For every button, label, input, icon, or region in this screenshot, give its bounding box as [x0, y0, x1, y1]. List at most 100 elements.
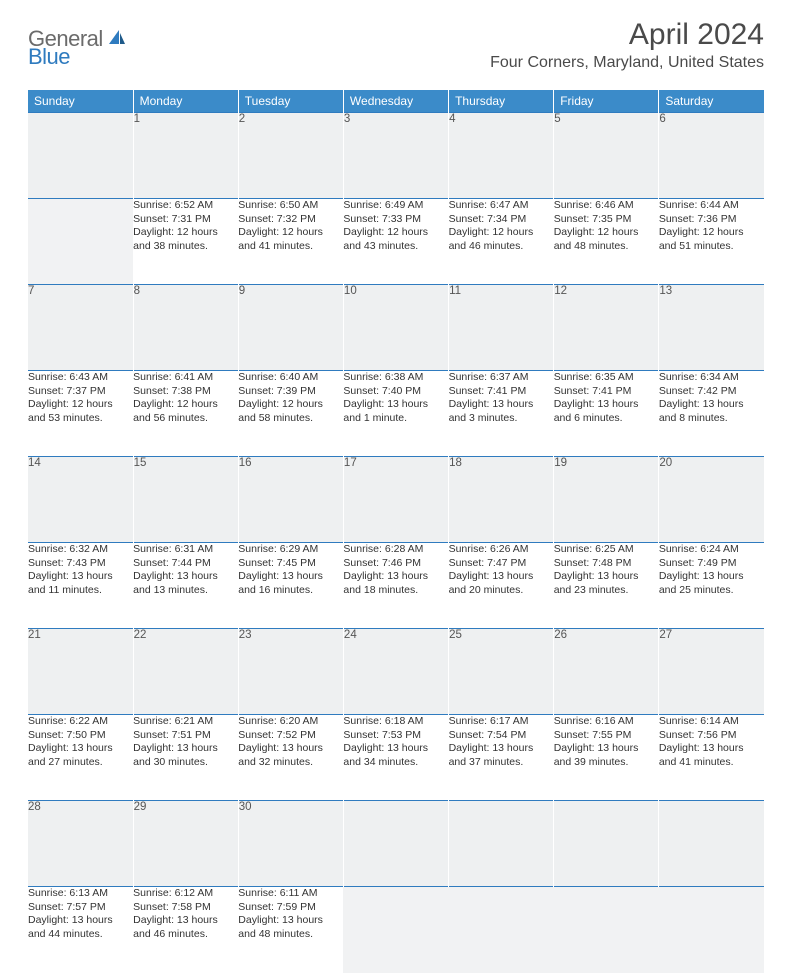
day-number-cell: 6: [659, 113, 764, 199]
day-number-cell: 20: [659, 457, 764, 543]
daylight-line-2: and 27 minutes.: [28, 756, 133, 770]
header: General April 2024 Four Corners, Marylan…: [28, 18, 764, 72]
sunrise-line: Sunrise: 6:25 AM: [554, 543, 659, 557]
daylight-line-1: Daylight: 13 hours: [133, 570, 238, 584]
daylight-line-1: Daylight: 13 hours: [238, 742, 343, 756]
sunset-line: Sunset: 7:46 PM: [343, 557, 448, 571]
day-number-cell: 22: [133, 629, 238, 715]
logo-sail-icon: [107, 28, 127, 51]
daylight-line-1: Daylight: 12 hours: [238, 398, 343, 412]
sunrise-line: Sunrise: 6:49 AM: [343, 199, 448, 213]
daylight-line-1: Daylight: 12 hours: [449, 226, 554, 240]
daylight-line-2: and 44 minutes.: [28, 928, 133, 942]
day-content-cell: Sunrise: 6:47 AMSunset: 7:34 PMDaylight:…: [449, 199, 554, 285]
day-content-cell: Sunrise: 6:52 AMSunset: 7:31 PMDaylight:…: [133, 199, 238, 285]
day-number-cell: 24: [343, 629, 448, 715]
sunset-line: Sunset: 7:50 PM: [28, 729, 133, 743]
sunset-line: Sunset: 7:36 PM: [659, 213, 764, 227]
day-number-cell: 28: [28, 801, 133, 887]
daylight-line-2: and 11 minutes.: [28, 584, 133, 598]
daylight-line-2: and 53 minutes.: [28, 412, 133, 426]
sunset-line: Sunset: 7:41 PM: [449, 385, 554, 399]
daylight-line-2: and 37 minutes.: [449, 756, 554, 770]
sunset-line: Sunset: 7:43 PM: [28, 557, 133, 571]
daylight-line-2: and 41 minutes.: [238, 240, 343, 254]
sunset-line: Sunset: 7:45 PM: [238, 557, 343, 571]
daylight-line-1: Daylight: 13 hours: [133, 742, 238, 756]
day-number-row: 21222324252627: [28, 629, 764, 715]
sunrise-line: Sunrise: 6:20 AM: [238, 715, 343, 729]
sunset-line: Sunset: 7:32 PM: [238, 213, 343, 227]
sunrise-line: Sunrise: 6:11 AM: [238, 887, 343, 901]
sunrise-line: Sunrise: 6:32 AM: [28, 543, 133, 557]
sunset-line: Sunset: 7:39 PM: [238, 385, 343, 399]
day-content-cell: Sunrise: 6:20 AMSunset: 7:52 PMDaylight:…: [238, 715, 343, 801]
sunset-line: Sunset: 7:31 PM: [133, 213, 238, 227]
day-content-cell: Sunrise: 6:44 AMSunset: 7:36 PMDaylight:…: [659, 199, 764, 285]
day-number-cell: 10: [343, 285, 448, 371]
sunset-line: Sunset: 7:47 PM: [449, 557, 554, 571]
weekday-header: Monday: [133, 90, 238, 113]
daylight-line-1: Daylight: 12 hours: [238, 226, 343, 240]
sunrise-line: Sunrise: 6:44 AM: [659, 199, 764, 213]
day-number-cell: 26: [554, 629, 659, 715]
sunrise-line: Sunrise: 6:29 AM: [238, 543, 343, 557]
day-content-cell: Sunrise: 6:26 AMSunset: 7:47 PMDaylight:…: [449, 543, 554, 629]
sunrise-line: Sunrise: 6:21 AM: [133, 715, 238, 729]
calendar-table: SundayMondayTuesdayWednesdayThursdayFrid…: [28, 90, 764, 973]
daylight-line-1: Daylight: 13 hours: [343, 742, 448, 756]
weekday-header: Friday: [554, 90, 659, 113]
day-content-cell: Sunrise: 6:11 AMSunset: 7:59 PMDaylight:…: [238, 887, 343, 973]
sunrise-line: Sunrise: 6:43 AM: [28, 371, 133, 385]
daylight-line-2: and 13 minutes.: [133, 584, 238, 598]
sunrise-line: Sunrise: 6:14 AM: [659, 715, 764, 729]
day-number-cell: 25: [449, 629, 554, 715]
day-content-row: Sunrise: 6:22 AMSunset: 7:50 PMDaylight:…: [28, 715, 764, 801]
daylight-line-1: Daylight: 13 hours: [449, 398, 554, 412]
daylight-line-2: and 16 minutes.: [238, 584, 343, 598]
day-number-cell: [449, 801, 554, 887]
weekday-header: Saturday: [659, 90, 764, 113]
daylight-line-1: Daylight: 13 hours: [133, 914, 238, 928]
calendar-header-row: SundayMondayTuesdayWednesdayThursdayFrid…: [28, 90, 764, 113]
sunset-line: Sunset: 7:49 PM: [659, 557, 764, 571]
day-content-cell: Sunrise: 6:35 AMSunset: 7:41 PMDaylight:…: [554, 371, 659, 457]
logo-text-blue-wrap: Blue: [28, 44, 70, 70]
day-content-cell: Sunrise: 6:49 AMSunset: 7:33 PMDaylight:…: [343, 199, 448, 285]
day-content-row: Sunrise: 6:13 AMSunset: 7:57 PMDaylight:…: [28, 887, 764, 973]
daylight-line-2: and 1 minute.: [343, 412, 448, 426]
logo-text-blue: Blue: [28, 44, 70, 69]
sunrise-line: Sunrise: 6:47 AM: [449, 199, 554, 213]
daylight-line-2: and 46 minutes.: [449, 240, 554, 254]
day-number-row: 14151617181920: [28, 457, 764, 543]
day-number-cell: 13: [659, 285, 764, 371]
day-content-cell: Sunrise: 6:21 AMSunset: 7:51 PMDaylight:…: [133, 715, 238, 801]
daylight-line-2: and 34 minutes.: [343, 756, 448, 770]
day-content-row: Sunrise: 6:43 AMSunset: 7:37 PMDaylight:…: [28, 371, 764, 457]
sunset-line: Sunset: 7:53 PM: [343, 729, 448, 743]
sunrise-line: Sunrise: 6:22 AM: [28, 715, 133, 729]
daylight-line-1: Daylight: 13 hours: [28, 914, 133, 928]
daylight-line-1: Daylight: 13 hours: [238, 914, 343, 928]
sunrise-line: Sunrise: 6:35 AM: [554, 371, 659, 385]
sunrise-line: Sunrise: 6:34 AM: [659, 371, 764, 385]
day-number-cell: 29: [133, 801, 238, 887]
day-number-cell: 15: [133, 457, 238, 543]
daylight-line-2: and 38 minutes.: [133, 240, 238, 254]
day-content-cell: Sunrise: 6:18 AMSunset: 7:53 PMDaylight:…: [343, 715, 448, 801]
daylight-line-2: and 18 minutes.: [343, 584, 448, 598]
sunset-line: Sunset: 7:44 PM: [133, 557, 238, 571]
sunset-line: Sunset: 7:54 PM: [449, 729, 554, 743]
day-number-cell: [343, 801, 448, 887]
sunrise-line: Sunrise: 6:38 AM: [343, 371, 448, 385]
daylight-line-2: and 20 minutes.: [449, 584, 554, 598]
sunrise-line: Sunrise: 6:13 AM: [28, 887, 133, 901]
daylight-line-1: Daylight: 12 hours: [133, 226, 238, 240]
sunset-line: Sunset: 7:56 PM: [659, 729, 764, 743]
daylight-line-1: Daylight: 13 hours: [28, 742, 133, 756]
daylight-line-2: and 48 minutes.: [554, 240, 659, 254]
day-content-cell: Sunrise: 6:37 AMSunset: 7:41 PMDaylight:…: [449, 371, 554, 457]
day-number-cell: 18: [449, 457, 554, 543]
day-number-cell: 17: [343, 457, 448, 543]
day-content-cell: [343, 887, 448, 973]
